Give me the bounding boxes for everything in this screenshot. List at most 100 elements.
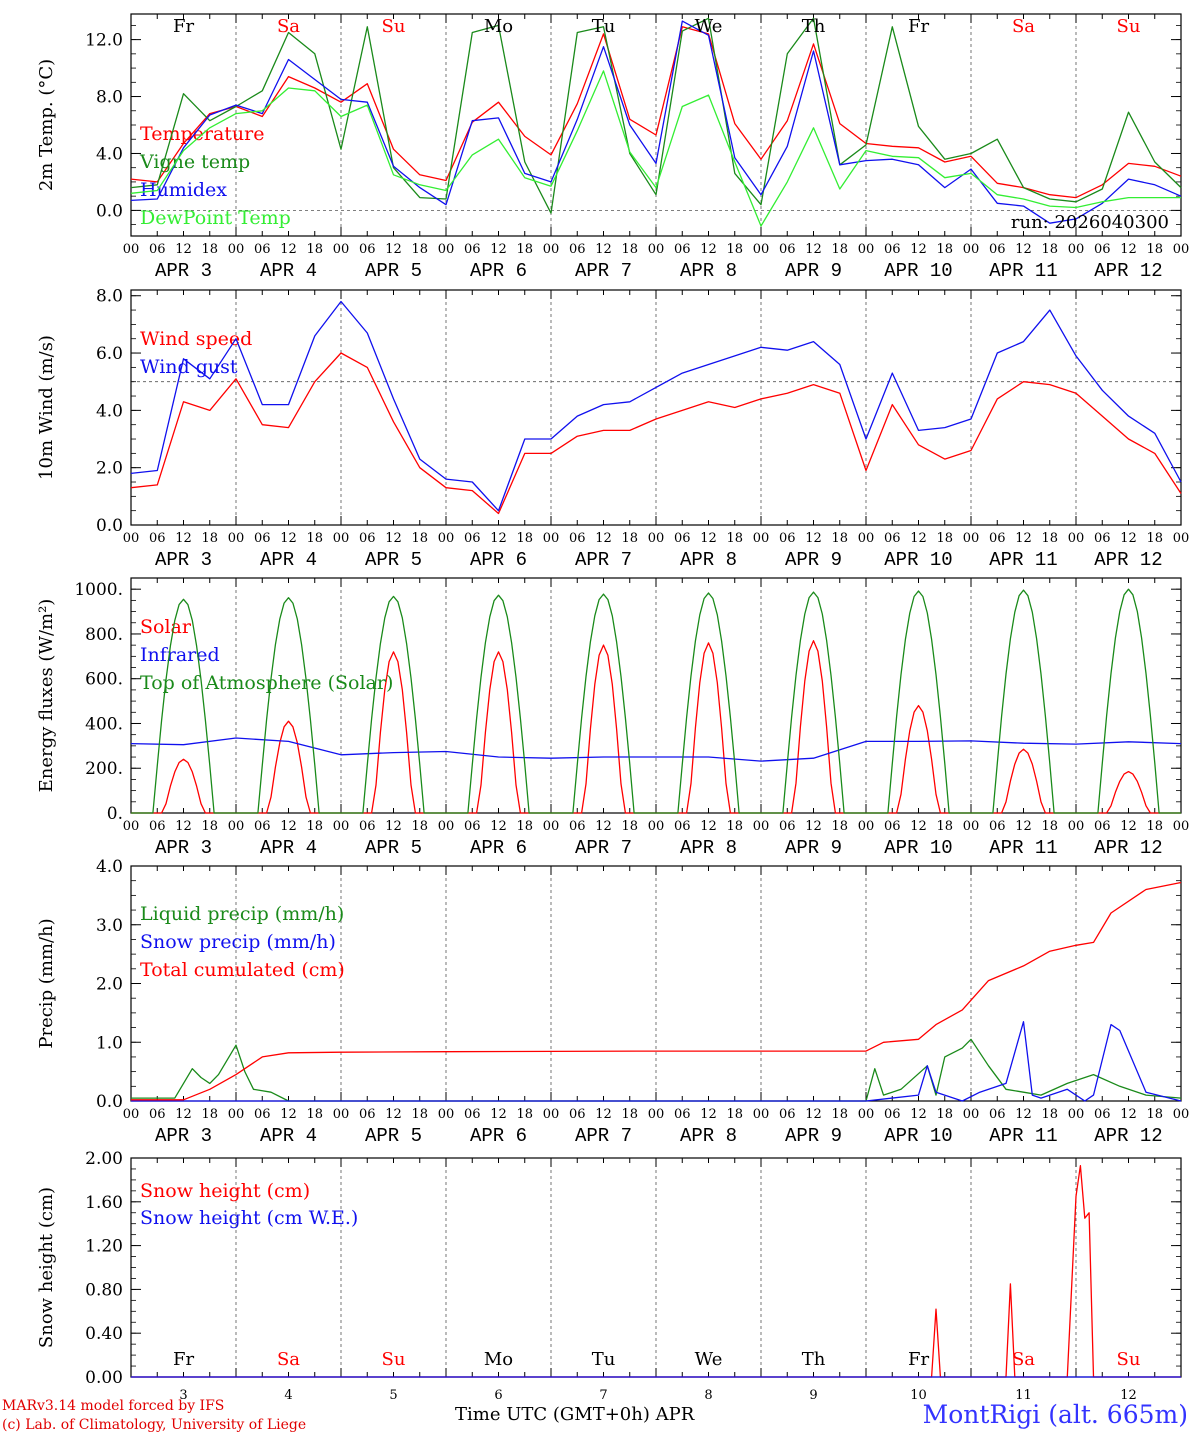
hour-tick-label: 18: [411, 242, 428, 257]
hour-tick-label: 18: [936, 1107, 953, 1122]
hour-tick-label: 06: [779, 531, 796, 546]
hour-tick-label: 06: [359, 531, 376, 546]
hour-tick-label: 00: [648, 242, 665, 257]
hour-tick-label: 06: [884, 242, 901, 257]
hour-tick-label: 18: [726, 531, 743, 546]
weekday-label: Fr: [908, 1349, 929, 1370]
weekday-label: We: [695, 1349, 723, 1370]
hour-tick-label: 18: [726, 1107, 743, 1122]
date-label: APR 8: [680, 549, 737, 571]
weekday-label: Fr: [908, 16, 929, 37]
hour-tick-label: 18: [1041, 819, 1058, 834]
date-label: APR 9: [785, 549, 842, 571]
hour-tick-label: 18: [1146, 819, 1163, 834]
date-label: APR 12: [1094, 549, 1162, 571]
y-tick-label: 400.: [85, 714, 123, 734]
hour-tick-label: 12: [805, 531, 822, 546]
y-tick-label: 2.0: [96, 459, 123, 479]
hour-tick-label: 12: [1120, 819, 1137, 834]
hour-tick-label: 06: [1094, 242, 1111, 257]
series-solar-line: [131, 640, 1181, 814]
hour-tick-label: 12: [175, 242, 192, 257]
hour-tick-label: 18: [621, 531, 638, 546]
hour-tick-label: 06: [149, 242, 166, 257]
hour-tick-label: 00: [753, 242, 770, 257]
panel-4: 0.0 1.0 2.0 3.0 4.0 Precip (mm/h) 00 06 12 18 APR …: [36, 857, 1189, 1147]
hour-tick-label: 06: [779, 1107, 796, 1122]
hour-tick-label: 12: [175, 819, 192, 834]
hour-tick-label: 06: [779, 242, 796, 257]
y-axis-label: Precip (mm/h): [36, 918, 57, 1048]
date-label: APR 3: [155, 549, 212, 571]
hour-tick-label: 18: [936, 531, 953, 546]
hour-tick-label: 18: [621, 1107, 638, 1122]
hour-tick-label: 06: [464, 1107, 481, 1122]
hour-tick-label: 00: [858, 819, 875, 834]
weekday-label: We: [695, 16, 723, 37]
hour-tick-label: 00: [543, 819, 560, 834]
hour-tick-label: 00: [438, 242, 455, 257]
y-tick-label: 2.00: [85, 1149, 123, 1169]
y-tick-label: 6.0: [96, 344, 123, 364]
hour-tick-label: 06: [149, 819, 166, 834]
panel-2: 0.0 2.0 4.0 6.0 8.0 10m Wind (m/s) 00 06 12 18 APR…: [36, 287, 1189, 571]
legend-total-cumulated-cm: Total cumulated (cm): [140, 959, 345, 981]
hour-tick-label: 18: [516, 242, 533, 257]
hour-tick-label: 18: [306, 1107, 323, 1122]
hour-tick-label: 12: [385, 819, 402, 834]
series-liquid-precip-mm-h-line: [131, 1038, 1182, 1102]
hour-tick-label: 12: [490, 531, 507, 546]
series-temperature-line: [130, 26, 1182, 199]
hour-tick-label: 18: [411, 1107, 428, 1122]
hour-tick-label: 12: [595, 1107, 612, 1122]
hour-tick-label: 00: [963, 1107, 980, 1122]
legend-humidex: Humidex: [140, 179, 227, 201]
weekday-label: Sa: [1012, 1349, 1035, 1370]
hour-tick-label: 00: [648, 1107, 665, 1122]
y-tick-label: 0.: [107, 804, 123, 824]
hour-tick-label: 00: [963, 531, 980, 546]
y-tick-label: 0.0: [96, 1092, 123, 1112]
hour-tick-label: 18: [306, 531, 323, 546]
hour-tick-label: 18: [726, 819, 743, 834]
hour-tick-label: 12: [910, 1107, 927, 1122]
weekday-label: Sa: [277, 16, 300, 37]
hour-tick-label: 06: [569, 1107, 586, 1122]
model-credit: MARv3.14 model forced by IFS (c) Lab. of…: [2, 1397, 306, 1435]
hour-tick-label: 12: [1015, 1107, 1032, 1122]
hour-tick-label: 12: [1015, 531, 1032, 546]
hour-tick-label: 06: [1094, 819, 1111, 834]
legend-solar: Solar: [140, 616, 192, 638]
hour-tick-label: 12: [910, 819, 927, 834]
date-label: APR 11: [989, 260, 1057, 282]
hour-tick-label: 12: [490, 819, 507, 834]
weekday-label: Th: [802, 16, 826, 37]
date-label: APR 10: [884, 260, 952, 282]
y-tick-label: 1.20: [85, 1237, 123, 1257]
hour-tick-label: 12: [595, 531, 612, 546]
hour-tick-label: 00: [963, 819, 980, 834]
hour-tick-label: 18: [1146, 531, 1163, 546]
weekday-label: Su: [382, 1349, 406, 1370]
hour-tick-label: 06: [1094, 531, 1111, 546]
hour-tick-label: 18: [831, 531, 848, 546]
hour-tick-label: 06: [254, 531, 271, 546]
legend-liquid-precip-mm-h: Liquid precip (mm/h): [140, 903, 344, 925]
date-label: APR 3: [155, 837, 212, 859]
hour-tick-label: 00: [753, 819, 770, 834]
hour-tick-label: 18: [621, 819, 638, 834]
hour-tick-label: 06: [254, 242, 271, 257]
day-number-label: 3: [179, 1388, 187, 1403]
date-label: APR 10: [884, 837, 952, 859]
date-label: APR 9: [785, 260, 842, 282]
legend-snow-height-cm-w-e: Snow height (cm W.E.): [140, 1207, 358, 1229]
hour-tick-label: 00: [438, 819, 455, 834]
day-number-label: 9: [809, 1388, 817, 1403]
day-number-label: 5: [389, 1388, 397, 1403]
hour-tick-label: 00: [438, 1107, 455, 1122]
y-tick-label: 0.0: [96, 201, 123, 221]
hour-tick-label: 18: [1146, 242, 1163, 257]
hour-tick-label: 00: [123, 531, 140, 546]
date-label: APR 12: [1094, 1125, 1162, 1147]
hour-tick-label: 18: [831, 242, 848, 257]
